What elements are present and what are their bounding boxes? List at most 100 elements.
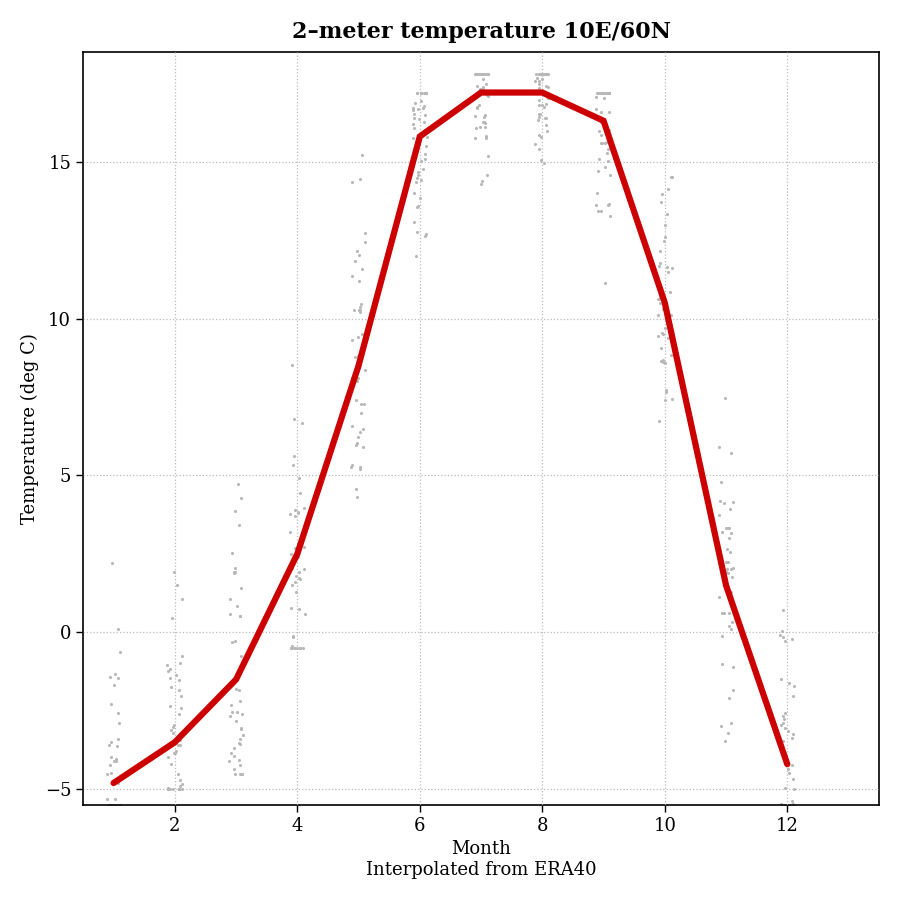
Point	[590, 186, 604, 201]
Point	[785, 758, 799, 772]
Point	[539, 111, 554, 125]
Point	[532, 127, 546, 141]
Point	[350, 374, 365, 388]
Point	[166, 725, 181, 740]
Point	[720, 726, 734, 741]
Point	[479, 76, 493, 91]
Point	[715, 718, 729, 733]
Point	[112, 716, 127, 730]
Point	[230, 705, 244, 719]
Point	[112, 797, 127, 812]
Point	[538, 78, 553, 93]
Point	[786, 797, 800, 812]
Point	[292, 486, 307, 500]
Point	[721, 566, 735, 580]
Point	[785, 632, 799, 646]
Point	[292, 471, 306, 485]
Point	[111, 622, 125, 636]
Point	[297, 539, 311, 554]
Point	[722, 618, 736, 633]
Point	[287, 449, 302, 464]
Point	[292, 641, 307, 655]
Point	[477, 67, 491, 81]
Point	[774, 671, 788, 686]
Point	[531, 74, 545, 88]
Point	[288, 503, 302, 517]
Point	[716, 607, 731, 621]
Point	[534, 67, 548, 81]
Point	[353, 171, 367, 185]
Point	[224, 705, 238, 719]
Point	[346, 302, 361, 317]
Point	[593, 105, 608, 120]
Point	[476, 114, 491, 129]
Point	[289, 641, 303, 655]
Point	[602, 122, 616, 137]
Point	[652, 413, 666, 428]
Point	[292, 601, 307, 616]
Point	[113, 797, 128, 812]
Point	[664, 261, 679, 275]
Point	[161, 782, 176, 796]
Point	[418, 108, 433, 122]
Point	[602, 86, 616, 100]
Point	[232, 732, 247, 746]
Point	[226, 741, 240, 755]
Point	[107, 792, 122, 806]
Point	[773, 738, 788, 752]
Point	[288, 641, 302, 655]
Point	[475, 81, 490, 95]
Point	[662, 322, 676, 337]
Point	[417, 125, 431, 140]
Point	[288, 641, 302, 655]
Point	[410, 86, 425, 100]
Point	[104, 750, 118, 764]
Point	[602, 86, 616, 100]
Point	[354, 397, 368, 411]
Point	[528, 136, 543, 150]
Point	[532, 106, 546, 121]
Point	[540, 124, 554, 139]
Point	[349, 482, 364, 497]
Point	[590, 86, 604, 100]
Point	[418, 148, 433, 162]
Point	[527, 74, 542, 88]
Point	[778, 706, 793, 721]
Point	[228, 634, 242, 648]
Point	[598, 86, 612, 100]
Point	[724, 716, 738, 730]
Point	[783, 797, 797, 812]
Point	[651, 329, 665, 344]
Point	[103, 797, 117, 812]
Point	[778, 797, 793, 812]
Point	[223, 698, 238, 712]
Point	[719, 521, 733, 535]
Point	[112, 797, 127, 812]
Point	[284, 641, 299, 655]
Point	[173, 738, 187, 752]
Point	[291, 507, 305, 521]
Point	[167, 717, 182, 732]
Point	[715, 564, 729, 579]
Point	[470, 67, 484, 81]
Point	[291, 550, 305, 564]
Point	[652, 292, 667, 306]
Point	[472, 98, 486, 112]
Point	[776, 797, 790, 812]
Point	[601, 198, 616, 212]
Point	[353, 304, 367, 319]
Point	[714, 474, 728, 489]
Point	[172, 682, 186, 697]
Point	[787, 680, 801, 694]
Point	[345, 175, 359, 189]
Point	[472, 67, 487, 81]
Point	[174, 689, 188, 704]
Point	[600, 134, 615, 148]
Point	[661, 183, 675, 197]
Point	[532, 81, 546, 95]
Point	[718, 734, 733, 748]
Point	[348, 368, 363, 382]
Point	[106, 797, 121, 812]
Point	[410, 102, 425, 116]
Point	[469, 67, 483, 81]
